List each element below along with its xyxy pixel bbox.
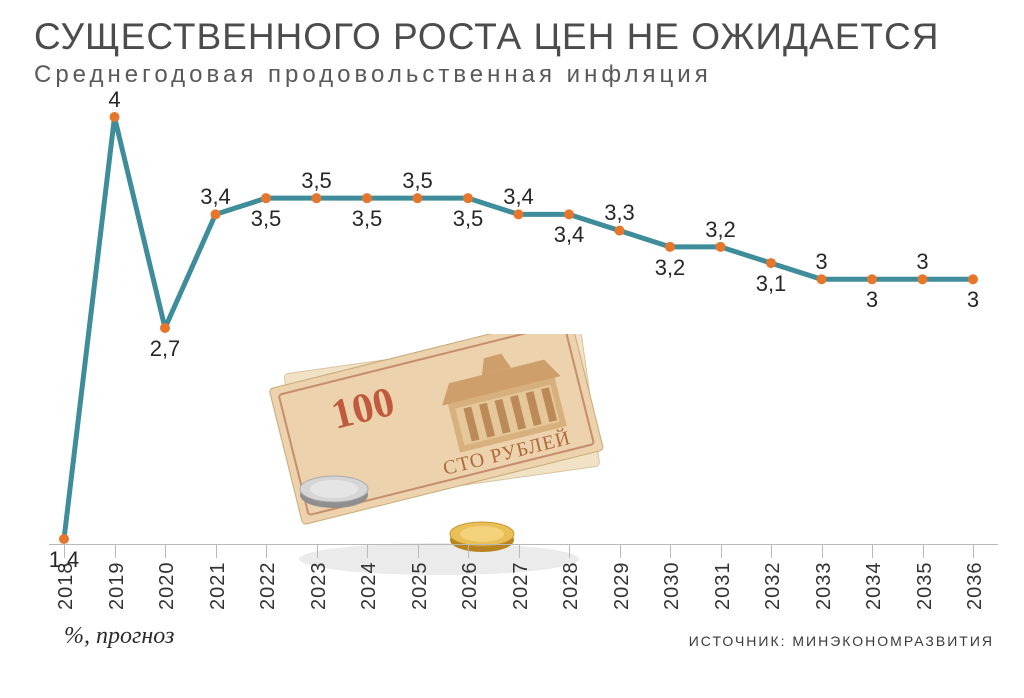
value-label: 3,5 (453, 206, 484, 232)
value-label: 2,7 (150, 336, 181, 362)
axis-tick (216, 544, 217, 558)
value-label: 3 (916, 249, 928, 275)
year-label: 2025 (409, 561, 432, 610)
year-label: 2029 (611, 561, 634, 610)
year-label: 2020 (156, 561, 179, 610)
year-label: 2026 (459, 561, 482, 610)
value-label: 3,5 (402, 168, 433, 194)
axis-tick (367, 544, 368, 558)
chart-title: СУЩЕСТВЕННОГО РОСТА ЦЕН НЕ ОЖИДАЕТСЯ (34, 18, 994, 57)
year-label: 2033 (813, 561, 836, 610)
axis-tick (973, 544, 974, 558)
year-label: 2028 (560, 561, 583, 610)
year-label: 2031 (712, 561, 735, 610)
year-label: 2021 (207, 561, 230, 610)
x-axis (49, 544, 998, 545)
axis-tick (620, 544, 621, 558)
axis-tick (165, 544, 166, 558)
year-label: 2019 (106, 561, 129, 610)
axis-tick (317, 544, 318, 558)
axis-tick (569, 544, 570, 558)
value-label: 3,2 (655, 255, 686, 281)
axis-tick (923, 544, 924, 558)
value-label: 3,3 (604, 200, 635, 226)
value-label: 1,4 (49, 547, 80, 573)
value-label: 3,4 (200, 184, 231, 210)
year-label: 2032 (762, 561, 785, 610)
axis-tick (266, 544, 267, 558)
axis-tick (771, 544, 772, 558)
value-label: 4 (108, 87, 120, 113)
value-label: 3,1 (756, 271, 787, 297)
year-label: 2022 (257, 561, 280, 610)
value-label: 3,5 (352, 206, 383, 232)
value-label: 3,2 (705, 217, 736, 243)
value-label: 3,5 (301, 168, 332, 194)
axis-tick (872, 544, 873, 558)
year-label: 2035 (914, 561, 937, 610)
year-label: 2023 (308, 561, 331, 610)
axis-tick (418, 544, 419, 558)
chart-area: 100 СТО РУБЛЕЙ (34, 99, 994, 619)
year-label: 2036 (964, 561, 987, 610)
axis-tick (519, 544, 520, 558)
axis-tick (822, 544, 823, 558)
value-label: 3,4 (503, 184, 534, 210)
year-label: 2027 (510, 561, 533, 610)
unit-label: %, прогноз (64, 623, 174, 650)
value-label: 3 (967, 287, 979, 313)
axis-tick (670, 544, 671, 558)
value-label: 3 (815, 249, 827, 275)
year-label: 2030 (661, 561, 684, 610)
source-label: ИСТОЧНИК: МИНЭКОНОМРАЗВИТИЯ (689, 633, 994, 649)
year-label: 2034 (863, 561, 886, 610)
value-label: 3 (866, 287, 878, 313)
year-label: 2024 (358, 561, 381, 610)
axis-tick (721, 544, 722, 558)
axis-tick (468, 544, 469, 558)
axis-tick (115, 544, 116, 558)
value-label: 3,5 (251, 206, 282, 232)
value-label: 3,4 (554, 222, 585, 248)
chart-subtitle: Среднегодовая продовольственная инфляция (34, 61, 994, 89)
